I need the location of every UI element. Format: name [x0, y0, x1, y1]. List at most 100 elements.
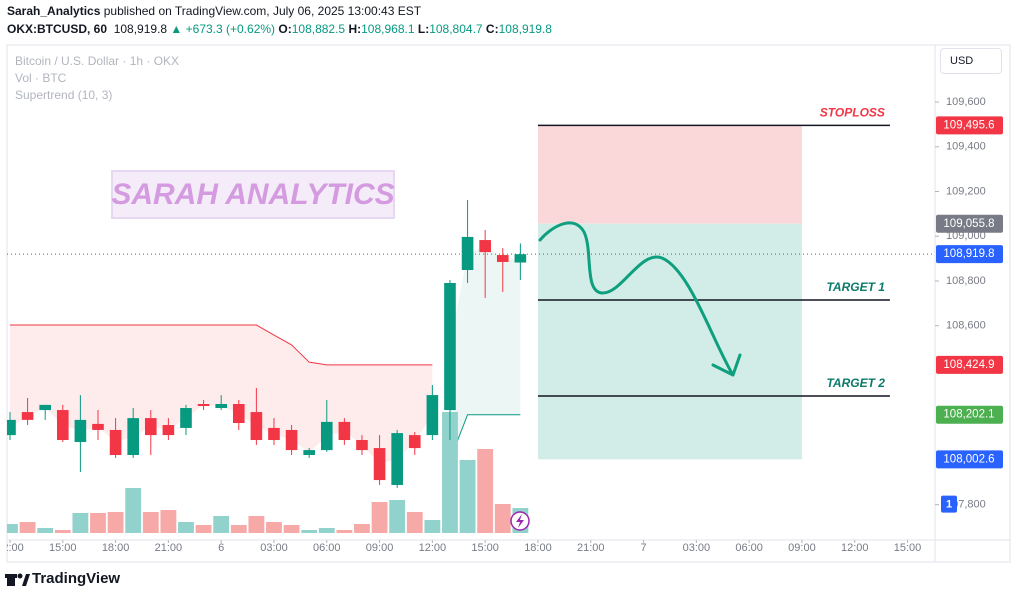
logo-part: [17, 573, 23, 579]
volume-bar: [301, 530, 318, 533]
x-tick-label: 15:00: [49, 542, 77, 554]
price-label: 109,495.6: [943, 119, 994, 131]
price-label-bg: [936, 355, 1003, 374]
logo-part: [22, 574, 30, 586]
alert-badge-count: 1: [946, 499, 952, 511]
ohlc-key: O:: [278, 22, 292, 36]
candle-body: [232, 404, 245, 424]
candle-body: [356, 440, 368, 451]
volume-bar: [19, 522, 36, 533]
candle-body: [461, 236, 474, 271]
candle-body: [74, 419, 87, 443]
level-label: TARGET 1: [826, 280, 885, 294]
volume-bar: [424, 520, 441, 533]
published: published on TradingView.com, July 06, 2…: [103, 4, 422, 18]
x-tick-label: 21:00: [155, 542, 183, 554]
volume-bar: [7, 524, 18, 533]
price: 108,919.8: [113, 22, 168, 36]
ohlc-value: 108,882.5: [291, 22, 346, 36]
candle-body: [444, 282, 456, 411]
x-tick-label: 18:00: [102, 542, 130, 554]
candle-body: [39, 404, 51, 411]
ohlc-key: H:: [348, 22, 362, 36]
candle-body: [514, 254, 527, 263]
price-label-bg: [936, 214, 1003, 233]
legend-supertrend: Supertrend (10, 3): [15, 88, 113, 102]
supertrend-line: [449, 414, 521, 461]
candle-body: [496, 255, 509, 262]
logo-part: [5, 574, 17, 578]
currency-button[interactable]: USD: [940, 48, 1002, 74]
volume-bar: [54, 530, 71, 533]
x-tick-label: 21:00: [577, 542, 605, 554]
symbol-line: OKX:BTCUSD, 60 108,919.8 ▲ +673.3 (+0.62…: [7, 22, 552, 36]
volume-bar: [72, 513, 89, 533]
legend-volume: Vol · BTC: [15, 71, 67, 85]
volume-bar: [494, 504, 511, 533]
candle-body: [303, 450, 315, 456]
candle-body: [56, 410, 69, 441]
volume-bar: [389, 500, 406, 533]
ohlc: O:108,882.5 H:108,968.1 L:108,804.7 C:10…: [278, 22, 552, 36]
y-tick-label: 109,200: [946, 185, 986, 197]
x-tick-label: 18:00: [524, 542, 552, 554]
x-tick-label: 09:00: [788, 542, 816, 554]
price-label-bg: [936, 116, 1003, 135]
x-tick-label: 03:00: [683, 542, 711, 554]
price-label-bg: [936, 450, 1003, 469]
volume-bar: [195, 525, 212, 533]
ohlc-value: 108,968.1: [361, 22, 415, 36]
author: Sarah_Analytics: [7, 4, 101, 18]
publish-line: Sarah_Analytics published on TradingView…: [7, 4, 421, 18]
candle-body: [285, 429, 298, 451]
x-tick-label: 06:00: [735, 542, 763, 554]
chart-frame: [6, 44, 1011, 563]
x-tick-label: 06:00: [313, 542, 341, 554]
x-tick-label: 6: [218, 542, 224, 554]
volume-bar: [160, 510, 177, 533]
x-tick-label: 03:00: [260, 542, 288, 554]
price-label: 109,055.8: [943, 218, 994, 230]
change: ▲ +673.3 (+0.62%): [170, 22, 276, 36]
ohlc-value: 108,919.8: [498, 22, 552, 36]
y-tick-label: 108,600: [946, 320, 986, 332]
time-axis: 12:00 15:00 18:00 21:00 6 03:00 06:00 09:00 12:0…: [0, 540, 921, 554]
x-tick-label: 12:00: [419, 542, 447, 554]
volume-bar: [230, 525, 247, 533]
volume-bar: [406, 512, 423, 533]
candle-body: [268, 427, 280, 441]
volume-bar: [125, 488, 142, 533]
supertrend-fill: [449, 246, 521, 460]
volume-bar: [37, 528, 54, 533]
volume-bar: [318, 528, 335, 533]
ohlc-value: 108,804.7: [429, 22, 483, 36]
price-label-bg: [936, 405, 1003, 424]
logo-part: [7, 574, 15, 586]
candle-body: [373, 448, 386, 481]
candle-body: [7, 419, 16, 436]
footer-logo: [5, 573, 30, 586]
x-tick-label: 12:00: [0, 542, 24, 554]
supertrend-line: [9, 324, 433, 366]
y-tick-label: 109,000: [946, 230, 986, 242]
alert-badge: [941, 495, 957, 513]
footer-brand: TradingView: [32, 570, 121, 587]
x-tick-label: 09:00: [366, 542, 394, 554]
x-tick-label: 7: [640, 542, 646, 554]
volume-bar: [213, 516, 230, 533]
volume-bar: [142, 512, 159, 533]
candle-body: [109, 429, 122, 456]
level-label: STOPLOSS: [820, 106, 885, 120]
candle-body: [320, 421, 333, 451]
volume-bar: [283, 525, 300, 533]
volume-bar: [336, 530, 353, 533]
candle-body: [338, 421, 351, 441]
candle-body: [479, 240, 491, 253]
candle-body: [21, 412, 34, 420]
drawn-arrow: [538, 221, 742, 377]
price-label: 108,002.6: [943, 453, 994, 465]
price-label: 108,202.1: [943, 409, 994, 421]
volume-bar: [477, 449, 494, 533]
